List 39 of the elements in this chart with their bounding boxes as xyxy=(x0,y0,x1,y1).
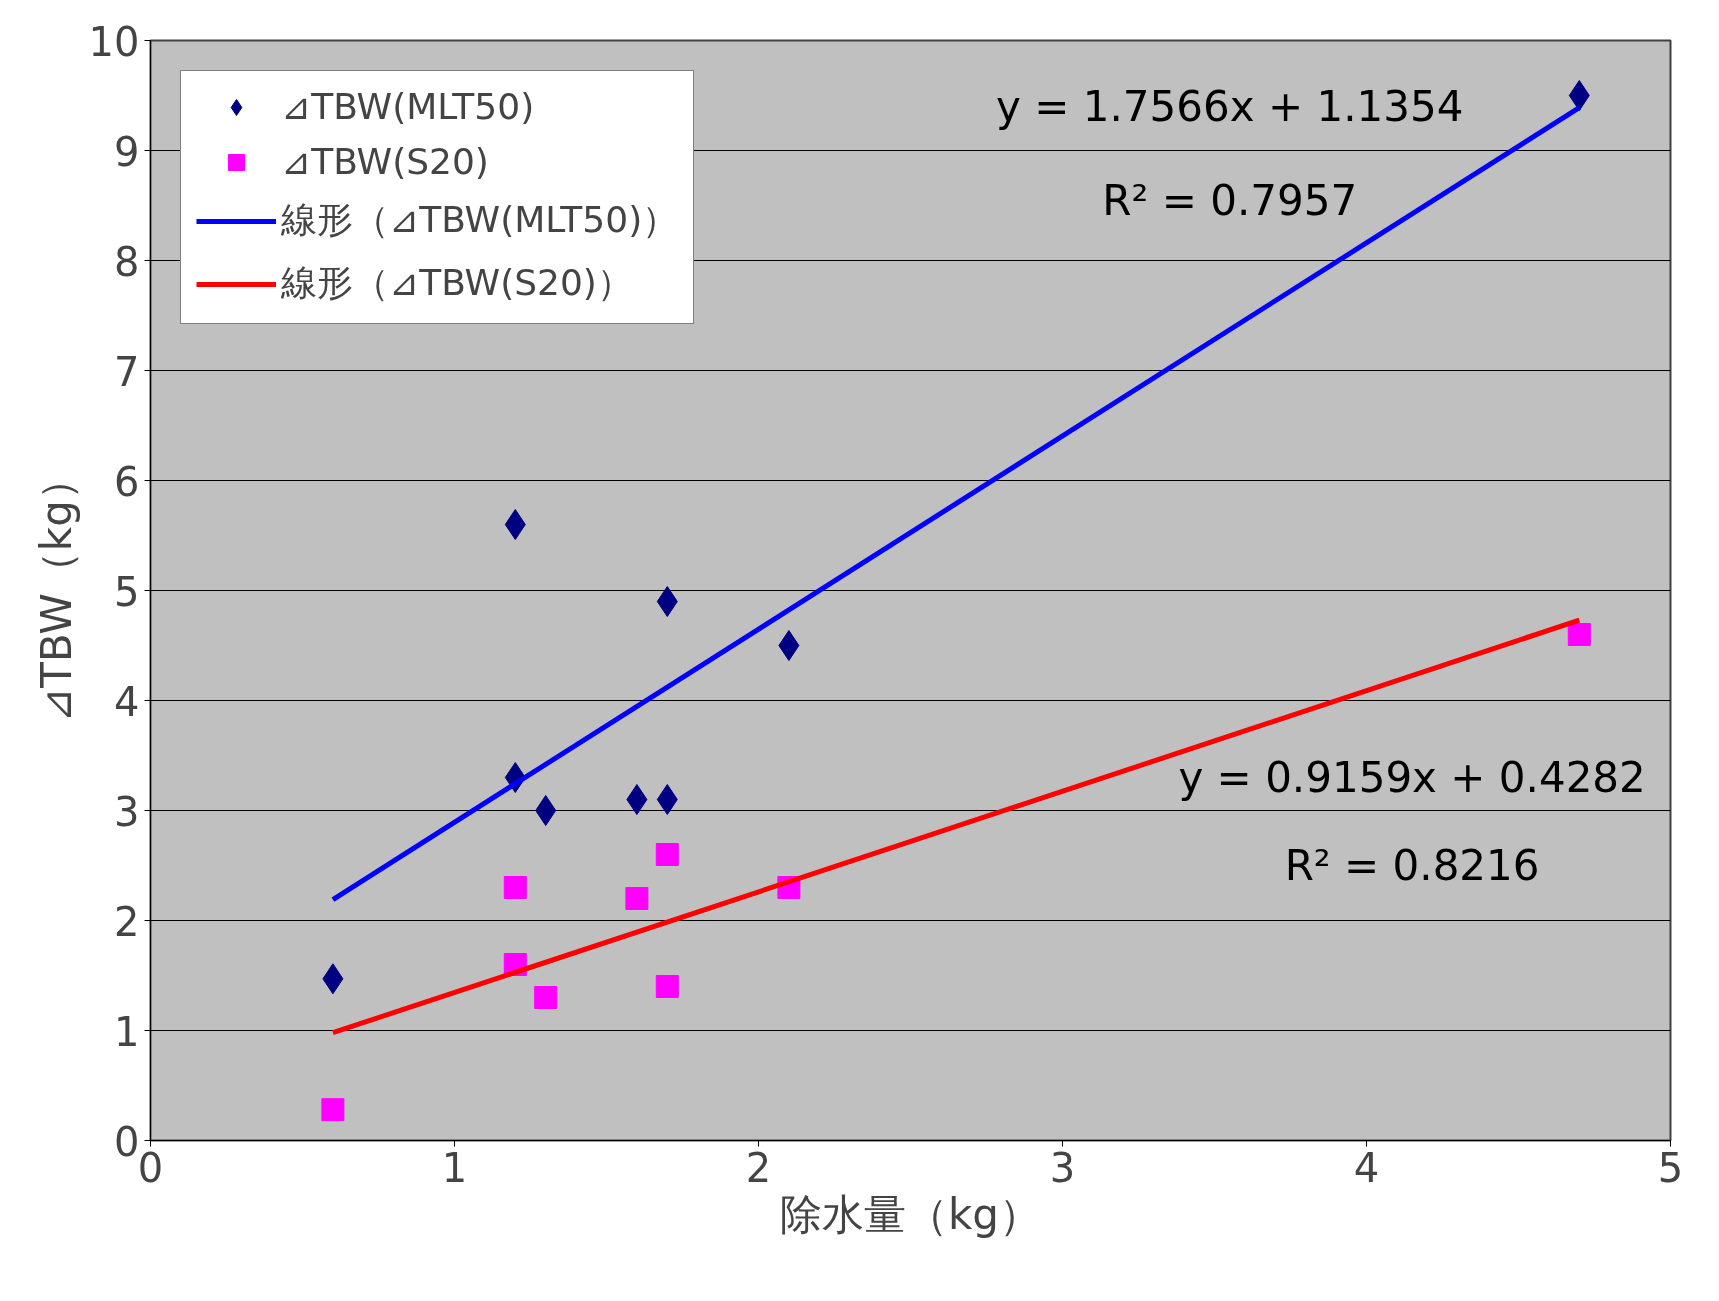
y-tick-label: 9 xyxy=(114,128,140,175)
point xyxy=(321,1098,345,1122)
legend-label: 線形（⊿TBW(S20)） xyxy=(281,261,633,305)
point xyxy=(778,630,800,661)
annotation: R² = 0.8216 xyxy=(1284,841,1540,890)
y-tick-label: 5 xyxy=(114,568,140,615)
x-tick-label: 3 xyxy=(1049,1144,1076,1191)
point xyxy=(656,586,678,617)
point xyxy=(626,784,648,815)
point xyxy=(534,986,558,1009)
point xyxy=(535,795,557,826)
y-tick-label: 8 xyxy=(114,238,140,285)
y-tick-label: 6 xyxy=(114,458,140,505)
point xyxy=(1568,80,1590,111)
annotation: y = 1.7566x + 1.1354 xyxy=(995,82,1464,131)
x-axis-title: 除水量（kg） xyxy=(780,1189,1041,1239)
y-tick-label: 1 xyxy=(114,1008,140,1055)
point xyxy=(504,509,526,540)
legend-label: 線形（⊿TBW(MLT50)） xyxy=(281,198,679,242)
y-tick-label: 10 xyxy=(88,18,140,65)
x-tick-label: 5 xyxy=(1657,1144,1684,1191)
point xyxy=(656,784,678,815)
point xyxy=(503,876,527,899)
y-tick-label: 2 xyxy=(114,898,140,945)
y-tick-label: 7 xyxy=(114,348,140,395)
annotation: R² = 0.7957 xyxy=(1102,175,1358,225)
y-tick-label: 4 xyxy=(114,678,140,725)
legend-label: ⊿TBW(S20) xyxy=(281,141,489,182)
point xyxy=(1567,623,1591,646)
point xyxy=(655,843,679,866)
x-tick-label: 4 xyxy=(1353,1144,1380,1191)
legend-label: ⊿TBW(MLT50) xyxy=(281,86,535,127)
point xyxy=(655,975,679,998)
y-axis-title: ⊿TBW（kg） xyxy=(31,458,81,723)
point xyxy=(625,887,649,910)
x-tick-label: 1 xyxy=(441,1144,468,1191)
y-tick-label: 3 xyxy=(114,788,140,835)
annotation: y = 0.9159x + 0.4282 xyxy=(1178,753,1646,802)
x-tick-label: 2 xyxy=(745,1144,772,1191)
